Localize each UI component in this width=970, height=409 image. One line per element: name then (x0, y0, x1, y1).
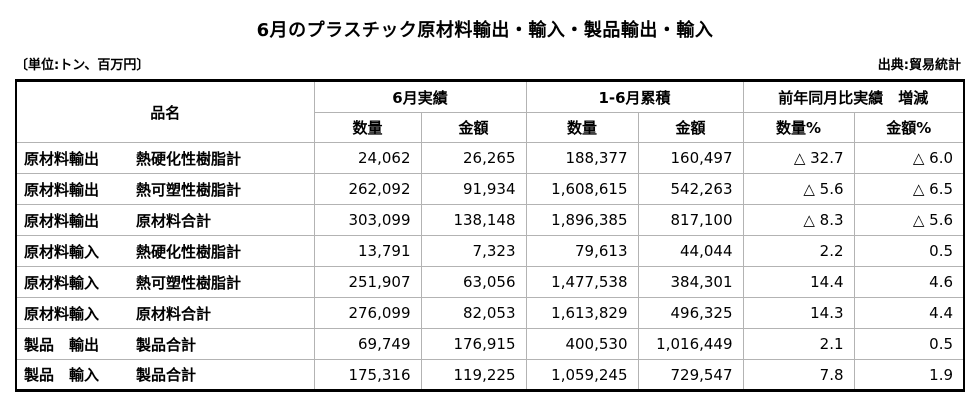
june-quantity-cell: 262,092 (313, 173, 422, 205)
cumulative-value-cell: 817,100 (637, 204, 744, 236)
table-row: 原材料輸出 熱可塑性樹脂計 262,092 91,934 1,608,615 54… (15, 173, 965, 205)
header-cumulative-quantity: 数量 (525, 112, 639, 143)
cumulative-quantity-cell: 1,896,385 (525, 204, 639, 236)
yoy-quantity-cell: △ 32.7 (742, 142, 855, 174)
product-name-cell: 原材料輸入 原材料合計 (15, 297, 315, 329)
product-item: 熱硬化性樹脂計 (136, 149, 242, 168)
june-quantity-cell: 303,099 (313, 204, 422, 236)
june-value-cell: 138,148 (420, 204, 527, 236)
product-category: 原材料輸入 (24, 273, 100, 292)
product-name-cell: 原材料輸入 熱硬化性樹脂計 (15, 235, 315, 267)
table-row: 原材料輸入 熱硬化性樹脂計 13,791 7,323 79,613 44,044 … (15, 235, 965, 267)
header-cumulative-value: 金額 (637, 112, 744, 143)
yoy-value-cell: 4.6 (853, 266, 965, 298)
header-item-name: 品名 (15, 80, 315, 143)
yoy-value-cell: △ 5.6 (853, 204, 965, 236)
june-value-cell: 63,056 (420, 266, 527, 298)
june-quantity-cell: 13,791 (313, 235, 422, 267)
product-name-cell: 原材料輸出 熱硬化性樹脂計 (15, 142, 315, 174)
cumulative-value-cell: 496,325 (637, 297, 744, 329)
product-category: 原材料輸入 (24, 242, 100, 261)
yoy-quantity-cell: 7.8 (742, 359, 855, 391)
yoy-quantity-cell: 2.2 (742, 235, 855, 267)
june-quantity-cell: 251,907 (313, 266, 422, 298)
yoy-quantity-cell: 14.4 (742, 266, 855, 298)
yoy-quantity-cell: 2.1 (742, 328, 855, 360)
cumulative-quantity-cell: 400,530 (525, 328, 639, 360)
product-item: 熱可塑性樹脂計 (136, 273, 242, 292)
unit-note: 〔単位:トン、百万円〕 (15, 58, 150, 73)
table-row: 原材料輸出 熱硬化性樹脂計 24,062 26,265 188,377 160,4… (15, 142, 965, 174)
cumulative-value-cell: 44,044 (637, 235, 744, 267)
cumulative-quantity-cell: 1,613,829 (525, 297, 639, 329)
cumulative-quantity-cell: 1,477,538 (525, 266, 639, 298)
product-category: 製品 輸出 (24, 335, 100, 354)
header-yoy-value-pct: 金額% (853, 112, 965, 143)
june-quantity-cell: 175,316 (313, 359, 422, 391)
product-name-cell: 製品 輸出 製品合計 (15, 328, 315, 360)
table-row: 原材料輸入 熱可塑性樹脂計 251,907 63,056 1,477,538 38… (15, 266, 965, 298)
cumulative-value-cell: 160,497 (637, 142, 744, 174)
yoy-quantity-cell: △ 5.6 (742, 173, 855, 205)
header-group-yoy-change: 前年同月比実績 増減 (742, 80, 965, 113)
product-category: 製品 輸入 (24, 366, 100, 384)
yoy-value-cell: △ 6.5 (853, 173, 965, 205)
product-item: 製品合計 (136, 366, 197, 384)
june-quantity-cell: 24,062 (313, 142, 422, 174)
table-row: 製品 輸出 製品合計 69,749 176,915 400,530 1,016,4… (15, 328, 965, 360)
trade-statistics-table: 品名 6月実績 1-6月累積 前年同月比実績 増減 数量 金額 数量 金額 数量… (15, 79, 966, 392)
page-title: 6月のプラスチック原材料輸出・輸入・製品輸出・輸入 (256, 20, 714, 41)
product-item: 熱硬化性樹脂計 (136, 242, 242, 261)
cumulative-value-cell: 729,547 (637, 359, 744, 391)
cumulative-value-cell: 542,263 (637, 173, 744, 205)
header-group-jan-june-cumulative: 1-6月累積 (525, 80, 744, 113)
product-category: 原材料輸入 (24, 304, 100, 323)
product-category: 原材料輸出 (24, 211, 100, 230)
product-name-cell: 原材料輸出 原材料合計 (15, 204, 315, 236)
cumulative-quantity-cell: 1,059,245 (525, 359, 639, 391)
june-value-cell: 176,915 (420, 328, 527, 360)
product-name-cell: 製品 輸入 製品合計 (15, 359, 315, 391)
yoy-value-cell: 4.4 (853, 297, 965, 329)
june-quantity-cell: 69,749 (313, 328, 422, 360)
yoy-quantity-cell: 14.3 (742, 297, 855, 329)
product-item: 熱可塑性樹脂計 (136, 180, 242, 199)
yoy-value-cell: 0.5 (853, 328, 965, 360)
yoy-quantity-cell: △ 8.3 (742, 204, 855, 236)
source-note: 出典:貿易統計 (877, 58, 961, 73)
product-item: 原材料合計 (136, 211, 212, 230)
june-value-cell: 26,265 (420, 142, 527, 174)
cumulative-value-cell: 384,301 (637, 266, 744, 298)
header-june-quantity: 数量 (313, 112, 422, 143)
header-sub-row: 数量 金額 数量 金額 数量% 金額% (16, 112, 965, 143)
table-row: 原材料輸出 原材料合計 303,099 138,148 1,896,385 817… (15, 204, 965, 236)
table-row: 原材料輸入 原材料合計 276,099 82,053 1,613,829 496,… (15, 297, 965, 329)
cumulative-value-cell: 1,016,449 (637, 328, 744, 360)
june-value-cell: 119,225 (420, 359, 527, 391)
header-group-june-actual: 6月実績 (313, 80, 527, 113)
june-value-cell: 82,053 (420, 297, 527, 329)
june-quantity-cell: 276,099 (313, 297, 422, 329)
header-group-row: 品名 6月実績 1-6月累積 前年同月比実績 増減 (15, 80, 965, 143)
product-item: 原材料合計 (136, 304, 212, 323)
yoy-value-cell: 1.9 (853, 359, 965, 391)
header-yoy-quantity-pct: 数量% (742, 112, 855, 143)
product-category: 原材料輸出 (24, 180, 100, 199)
june-value-cell: 7,323 (420, 235, 527, 267)
yoy-value-cell: 0.5 (853, 235, 965, 267)
header-june-value: 金額 (420, 112, 527, 143)
product-category: 原材料輸出 (24, 149, 100, 168)
cumulative-quantity-cell: 188,377 (525, 142, 639, 174)
product-name-cell: 原材料輸出 熱可塑性樹脂計 (15, 173, 315, 205)
product-item: 製品合計 (136, 335, 197, 354)
cumulative-quantity-cell: 1,608,615 (525, 173, 639, 205)
table-row: 製品 輸入 製品合計 175,316 119,225 1,059,245 729,… (15, 359, 965, 391)
cumulative-quantity-cell: 79,613 (525, 235, 639, 267)
yoy-value-cell: △ 6.0 (853, 142, 965, 174)
product-name-cell: 原材料輸入 熱可塑性樹脂計 (15, 266, 315, 298)
june-value-cell: 91,934 (420, 173, 527, 205)
